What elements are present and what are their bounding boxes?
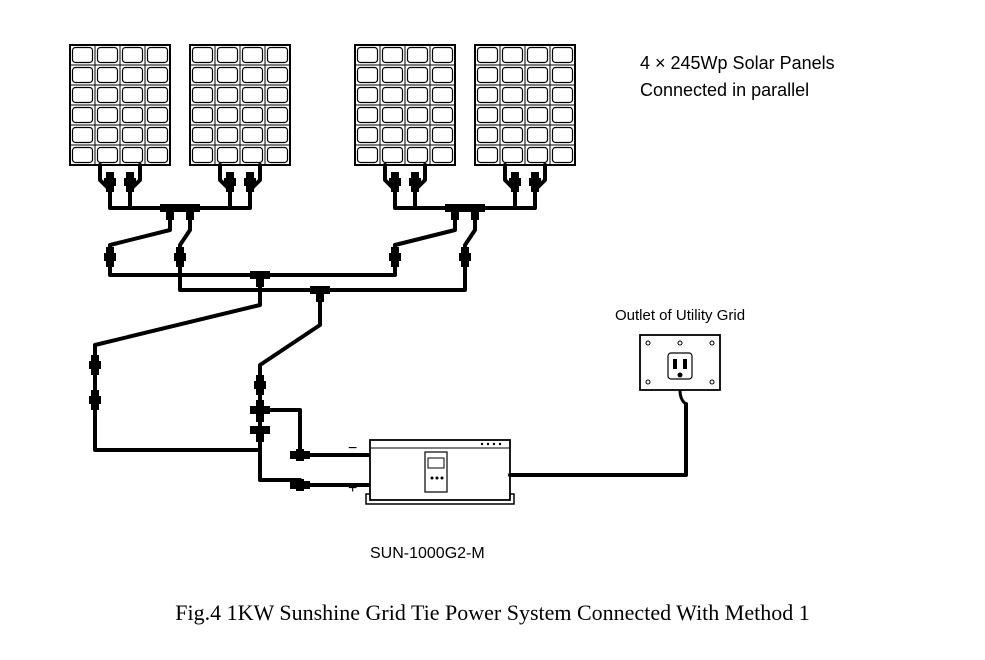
wire-connector	[254, 375, 266, 395]
wire-connector	[529, 172, 541, 192]
wire	[330, 265, 465, 290]
wire-connector	[224, 172, 236, 192]
wire-connector	[389, 172, 401, 192]
solar-panel-2	[190, 45, 290, 165]
panels-desc-line1: 4 × 245Wp Solar Panels	[640, 50, 835, 77]
wire-connector	[89, 355, 101, 375]
wire	[95, 410, 260, 450]
solar-panel-1	[70, 45, 170, 165]
wire-connector	[104, 172, 116, 192]
wire	[95, 283, 260, 410]
wire-connector	[409, 172, 421, 192]
wire	[489, 200, 535, 208]
wire	[180, 265, 310, 290]
outlet-label: Outlet of Utility Grid	[615, 307, 745, 324]
wire-connector	[254, 400, 266, 420]
figure-caption: Fig.4 1KW Sunshine Grid Tie Power System…	[0, 600, 985, 626]
panels-description: 4 × 245Wp Solar Panels Connected in para…	[640, 50, 835, 104]
wire	[270, 265, 395, 275]
inverter	[366, 440, 514, 504]
panels-desc-line2: Connected in parallel	[640, 77, 835, 104]
polarity-plus: +	[348, 480, 357, 498]
wire	[510, 404, 686, 475]
wire-connector	[509, 172, 521, 192]
wire-connector	[244, 172, 256, 192]
utility-outlet	[640, 335, 720, 404]
polarity-minus: −	[348, 440, 357, 458]
wire-connector	[290, 449, 310, 461]
solar-panel-4	[475, 45, 575, 165]
inverter-model: SUN-1000G2-M	[370, 545, 485, 563]
wire-connector	[124, 172, 136, 192]
solar-panel-3	[355, 45, 455, 165]
wire-connector	[89, 390, 101, 410]
wire	[204, 200, 250, 208]
wire	[395, 216, 455, 265]
wire	[110, 216, 170, 265]
